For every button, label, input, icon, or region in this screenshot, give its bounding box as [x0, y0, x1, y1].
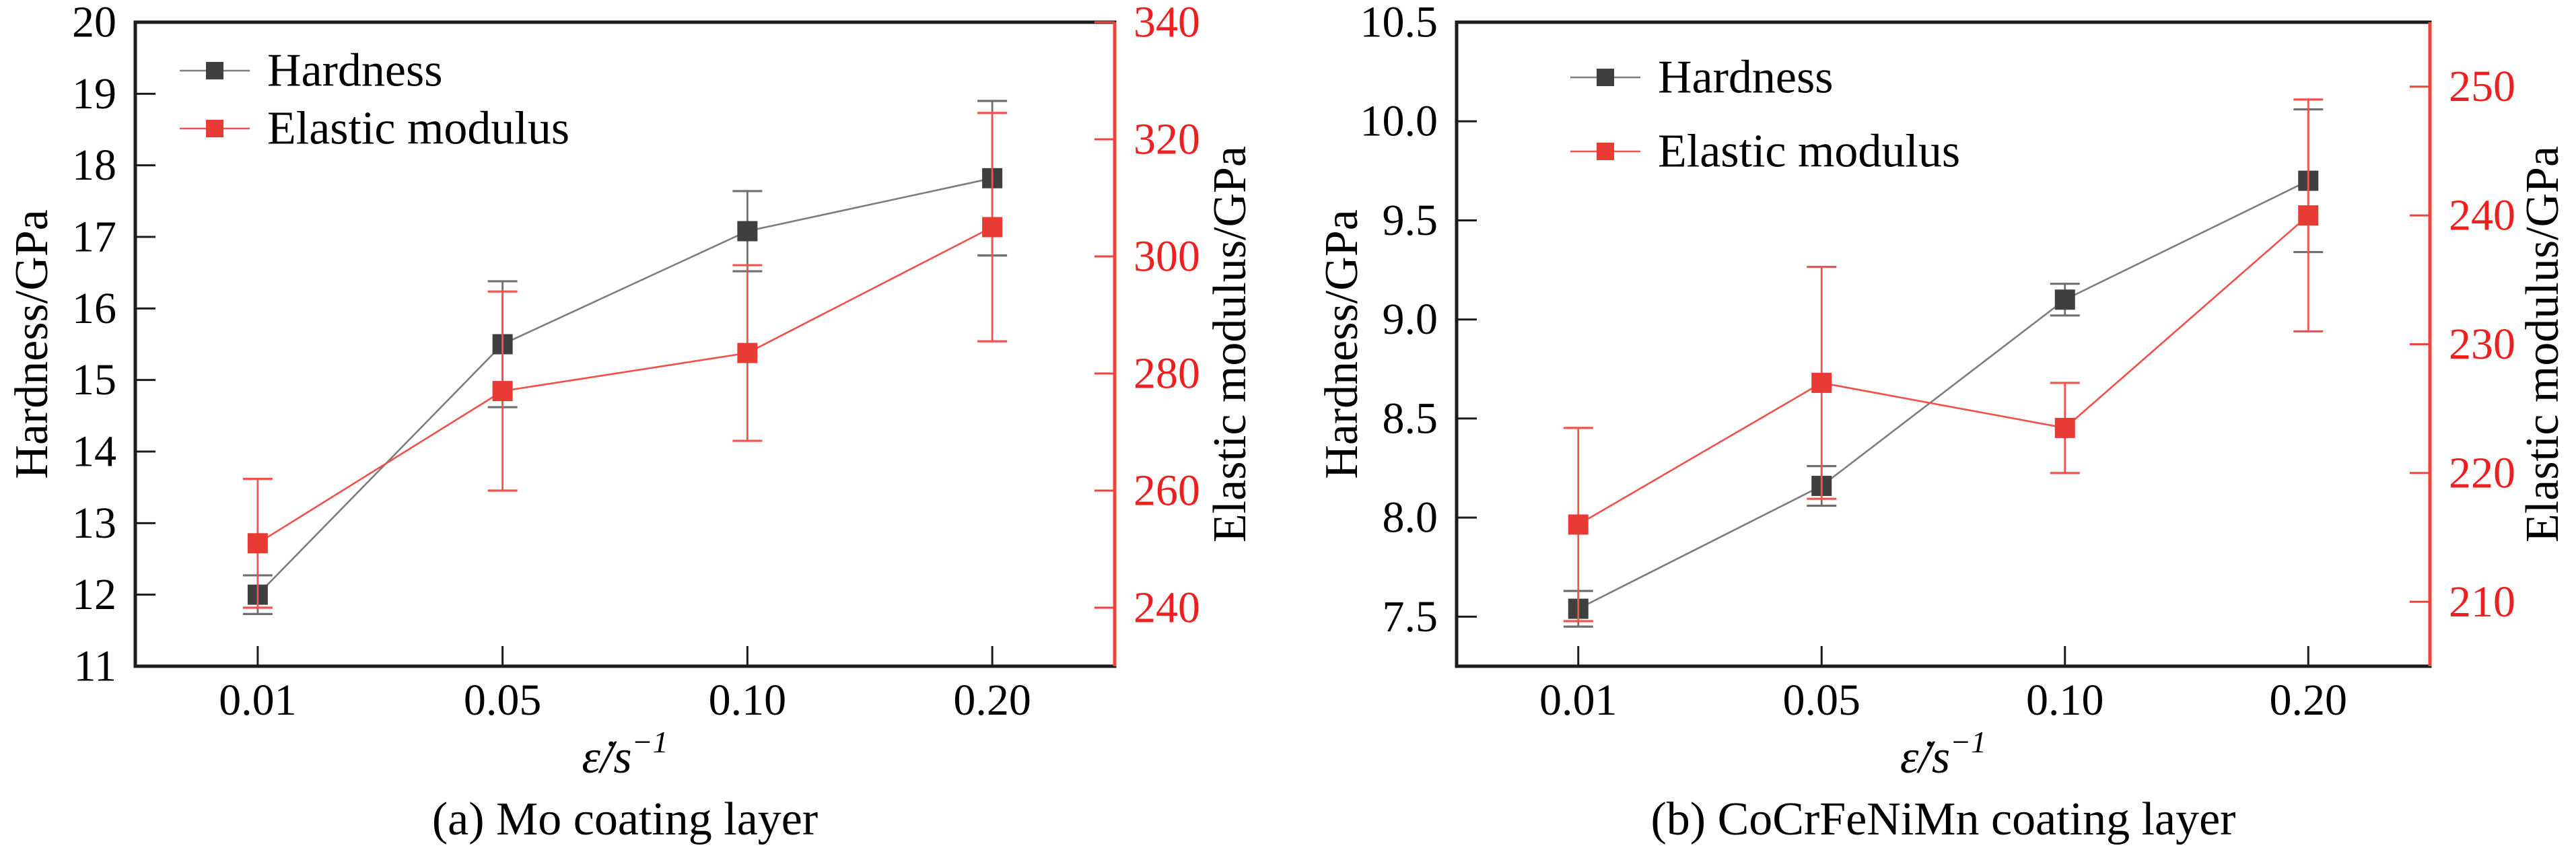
- legend-item-hardness: Hardness: [180, 45, 442, 97]
- y-left-tick-label: 16: [72, 284, 116, 333]
- legend-label: Elastic modulus: [267, 103, 569, 155]
- chart-caption-a: (a) Mo coating layer: [432, 793, 818, 845]
- y-left-tick-label: 11: [73, 642, 116, 691]
- elastic-marker: [1811, 372, 1832, 393]
- hardness-marker: [2054, 289, 2075, 310]
- legend: Hardness Elastic modulus: [180, 45, 569, 155]
- hardness-legend-marker: [206, 62, 223, 79]
- elastic-legend-marker: [206, 120, 223, 137]
- y-left-tick-label: 8.5: [1383, 394, 1438, 443]
- y-left-tick-label: 18: [72, 141, 116, 190]
- y-left-tick-label: 10.0: [1360, 97, 1438, 146]
- y-right-tick-label: 250: [2449, 62, 2515, 111]
- x-tick-label: 0.01: [1539, 676, 1617, 725]
- x-tick-label: 0.10: [2026, 676, 2104, 725]
- y-left-tick-label: 12: [72, 570, 116, 619]
- y-left-tick-label: 20: [72, 0, 116, 47]
- elastic-marker: [2054, 417, 2075, 438]
- y-right-tick-label: 300: [1134, 232, 1200, 281]
- x-tick-label: 0.10: [709, 676, 787, 725]
- y-left-tick-label: 8.0: [1383, 493, 1438, 542]
- y-left-tick-label: 15: [72, 355, 116, 404]
- y-right-tick-label: 280: [1134, 349, 1200, 398]
- y-right-tick-label: 240: [1134, 583, 1200, 633]
- y-right-tick-label: 320: [1134, 115, 1200, 164]
- y-left-tick-label: 9.5: [1383, 196, 1438, 245]
- legend-item-hardness: Hardness: [1570, 52, 1833, 104]
- y-left-tick-label: 17: [72, 213, 116, 262]
- right-axis-title: Elastic modulus/GPa: [1204, 146, 1256, 542]
- elastic-series: [1563, 98, 2324, 622]
- left-axis-title: Hardness/GPa: [1316, 209, 1368, 478]
- elastic-marker: [2298, 205, 2319, 226]
- legend-item-elastic: Elastic modulus: [180, 103, 569, 155]
- y-right-tick-label: 240: [2449, 191, 2515, 240]
- hardness-line: [256, 177, 993, 596]
- chart-caption-b: (b) CoCrFeNiMn coating layer: [1651, 793, 2236, 845]
- elastic-marker: [247, 533, 268, 554]
- x-tick-label: 0.05: [1783, 676, 1861, 725]
- y-right-tick-label: 340: [1134, 0, 1200, 47]
- x-tick-label: 0.20: [2270, 676, 2348, 725]
- elastic-marker: [1568, 514, 1589, 535]
- legend-label: Hardness: [1658, 52, 1833, 104]
- y-left-tick-label: 13: [72, 499, 116, 548]
- elastic-line: [257, 226, 993, 544]
- y-right-tick-label: 260: [1134, 466, 1200, 515]
- x-axis-title: ε̇/s−1: [582, 725, 668, 783]
- legend: Hardness Elastic modulus: [1570, 52, 1960, 178]
- legend-label: Elastic modulus: [1658, 126, 1960, 178]
- elastic-legend-marker: [1597, 143, 1614, 160]
- y-right-tick-label: 220: [2449, 448, 2515, 497]
- y-right-tick-label: 210: [2449, 577, 2515, 627]
- legend-label: Hardness: [267, 45, 442, 97]
- elastic-series: [242, 112, 1008, 609]
- y-left-tick-label: 10.5: [1360, 0, 1438, 47]
- elastic-marker: [982, 217, 1003, 238]
- chart-b: 7.5 8.0 8.5 9.0 9.5 10.0 10.5 210 220 230 240 250 0.…: [1316, 0, 2569, 845]
- y-right-tick-label: 230: [2449, 320, 2515, 369]
- hardness-line: [1578, 180, 2309, 610]
- legend-item-elastic: Elastic modulus: [1570, 126, 1960, 178]
- elastic-marker: [737, 343, 758, 363]
- x-tick-label: 0.01: [219, 676, 297, 725]
- x-tick-label: 0.20: [953, 676, 1031, 725]
- hardness-marker: [737, 221, 758, 242]
- y-left-tick-label: 9.0: [1383, 295, 1438, 344]
- x-axis-title: ε̇/s−1: [1900, 725, 1986, 783]
- elastic-line: [1578, 215, 2309, 526]
- left-axis-title: Hardness/GPa: [6, 209, 58, 478]
- y-left-tick-label: 7.5: [1383, 592, 1438, 641]
- y-left-tick-label: 14: [72, 427, 116, 476]
- right-axis-title: Elastic modulus/GPa: [2517, 146, 2569, 542]
- chart-a: 11 12 13 14 15 16 17 18 19 20 240 260 280 300 320 340 0.…: [6, 0, 1256, 845]
- y-left-tick-label: 19: [72, 69, 116, 118]
- hardness-legend-marker: [1597, 69, 1614, 86]
- x-tick-label: 0.05: [464, 676, 542, 725]
- elastic-marker: [492, 381, 513, 402]
